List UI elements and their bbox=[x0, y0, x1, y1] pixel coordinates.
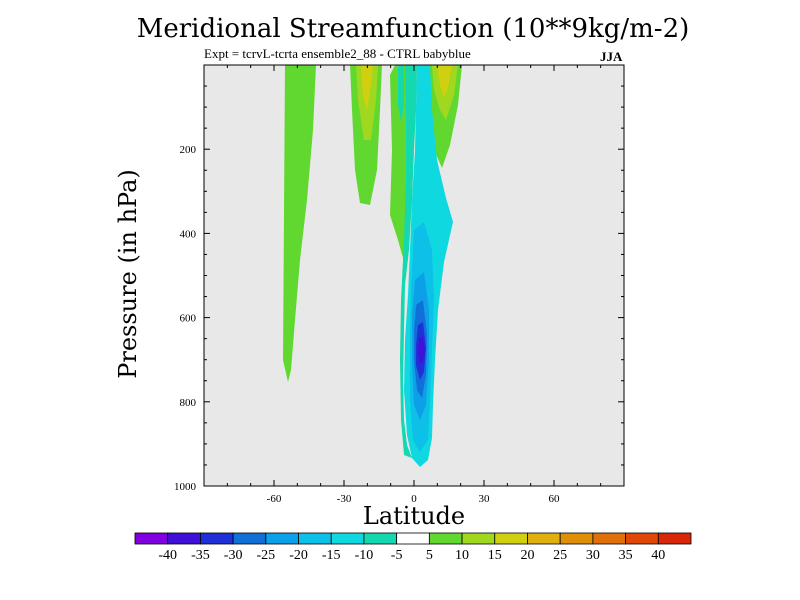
colorbar-label-1: -35 bbox=[191, 548, 210, 563]
colorbar-label-8: 5 bbox=[426, 548, 433, 563]
contour-region-10 bbox=[400, 65, 417, 458]
colorbar-swatch-13 bbox=[559, 532, 594, 545]
contour-region-3 bbox=[361, 65, 373, 110]
y-tick-label-4: 1000 bbox=[174, 481, 197, 493]
colorbar-label-0: -40 bbox=[158, 548, 177, 563]
colorbar-label-11: 20 bbox=[520, 548, 534, 563]
colorbar-label-4: -20 bbox=[289, 548, 308, 563]
colorbar-swatch-1 bbox=[167, 532, 201, 545]
x-tick-label-0: -60 bbox=[267, 493, 282, 505]
y-tick-label-0: 200 bbox=[180, 144, 197, 156]
x-tick-label-4: 60 bbox=[549, 493, 561, 505]
colorbar-label-6: -10 bbox=[355, 548, 374, 563]
colorbar-label-15: 40 bbox=[651, 548, 665, 563]
colorbar-swatch-7 bbox=[363, 532, 398, 545]
colorbar-swatch-14 bbox=[592, 532, 626, 545]
contour-region-5 bbox=[398, 65, 404, 122]
colorbar-label-7: -5 bbox=[391, 548, 403, 563]
colorbar-label-14: 35 bbox=[619, 548, 633, 563]
contour-layer bbox=[283, 65, 462, 467]
season-label: JJA bbox=[600, 49, 623, 64]
colorbar-swatch-10 bbox=[461, 532, 496, 545]
colorbar-swatch-9 bbox=[428, 532, 463, 545]
colorbar-label-5: -15 bbox=[322, 548, 341, 563]
x-tick-label-1: -30 bbox=[337, 493, 352, 505]
colorbar-label-3: -25 bbox=[256, 548, 275, 563]
colorbar-swatch-8 bbox=[396, 532, 430, 545]
y-tick-label-3: 800 bbox=[180, 397, 197, 409]
colorbar-swatch-4 bbox=[265, 532, 299, 545]
x-axis-label: Latitude bbox=[362, 502, 466, 530]
colorbar-swatch-6 bbox=[330, 532, 365, 545]
colorbar-swatch-15 bbox=[625, 532, 659, 545]
colorbar-swatch-5 bbox=[298, 532, 332, 545]
colorbar-swatch-12 bbox=[527, 532, 561, 545]
chart-title: Meridional Streamfunction (10**9kg/m-2) bbox=[136, 14, 690, 44]
contour-region-8 bbox=[437, 65, 452, 98]
colorbar-label-2: -30 bbox=[224, 548, 243, 563]
colorbar-label-9: 10 bbox=[455, 548, 469, 563]
contour-region-0 bbox=[283, 65, 316, 382]
x-tick-label-2: 0 bbox=[411, 493, 417, 505]
colorbar-swatch-16 bbox=[657, 532, 692, 545]
colorbar-swatch-3 bbox=[232, 532, 267, 545]
chart-subtitle: Expt = tcrvL-tcrta ensemble2_88 - CTRL b… bbox=[204, 46, 471, 61]
colorbar-label-12: 25 bbox=[553, 548, 567, 563]
y-tick-label-2: 600 bbox=[180, 313, 197, 325]
contour-region-15 bbox=[418, 337, 425, 365]
colorbar-label-13: 30 bbox=[586, 548, 600, 563]
colorbar: -40 -35 -30 -25 -20 -15 -10 -5 5 10 15 20 25 30 35 40 bbox=[134, 532, 692, 563]
y-tick-label-1: 400 bbox=[180, 228, 197, 240]
colorbar-swatch-11 bbox=[494, 532, 528, 545]
colorbar-swatch-2 bbox=[200, 532, 234, 545]
tick-layer: -60 -30 0 30 60 200 400 600 800 1000 bbox=[174, 64, 625, 505]
x-tick-label-3: 30 bbox=[479, 493, 491, 505]
colorbar-swatch-0 bbox=[134, 532, 169, 545]
colorbar-label-10: 15 bbox=[488, 548, 502, 563]
